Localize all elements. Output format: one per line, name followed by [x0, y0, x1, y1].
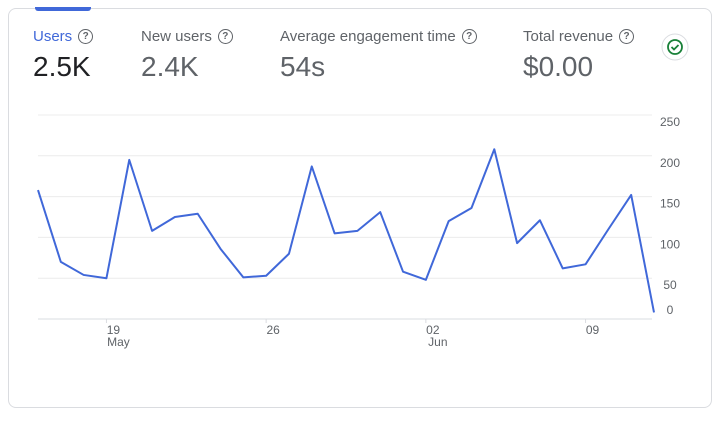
help-icon[interactable]: ?: [78, 29, 94, 44]
metric-value: 2.4K: [141, 51, 199, 82]
metric-tab[interactable]: Average engagement time? 54s: [280, 28, 477, 83]
status-badge[interactable]: [661, 33, 689, 61]
metric-label-row: Total revenue?: [523, 28, 635, 45]
metric-label: Total revenue: [523, 28, 614, 45]
metric-label-row: Average engagement time?: [280, 28, 477, 45]
check-circle: [667, 39, 683, 55]
metric-value: 54s: [280, 51, 326, 82]
y-tick-label: 0: [667, 303, 674, 317]
check-mark: [670, 44, 680, 51]
metric-label-row: Users?: [33, 28, 94, 45]
metric-value: 2.5K: [33, 51, 91, 82]
help-icon[interactable]: ?: [461, 29, 477, 44]
x-tick-label: 02: [426, 323, 440, 337]
metric-value: $0.00: [523, 51, 594, 82]
y-tick-label: 100: [660, 237, 680, 251]
help-icon[interactable]: ?: [217, 29, 233, 44]
metric-label-row: New users?: [141, 28, 233, 45]
x-tick-label: 09: [586, 323, 600, 337]
x-month-label: May: [107, 335, 130, 349]
metric-tab[interactable]: New users? 2.4K: [141, 28, 233, 83]
metric-label: Average engagement time: [280, 28, 456, 45]
x-tick-label: 19: [107, 323, 121, 337]
data-line: [37, 148, 655, 313]
metric-label: New users: [141, 28, 212, 45]
metric-tab[interactable]: Users? 2.5K: [33, 28, 94, 83]
active-tab-indicator: [35, 7, 91, 11]
y-tick-label: 250: [660, 115, 680, 129]
y-tick-label: 200: [660, 156, 680, 170]
metric-label: Users: [33, 28, 73, 45]
metric-tab[interactable]: Total revenue? $0.00: [523, 28, 635, 83]
x-month-label: Jun: [428, 335, 447, 349]
y-tick-label: 150: [660, 197, 680, 211]
x-tick-label: 26: [266, 323, 280, 337]
card: [8, 8, 712, 408]
y-tick-label: 50: [663, 278, 677, 292]
help-icon[interactable]: ?: [619, 29, 635, 44]
